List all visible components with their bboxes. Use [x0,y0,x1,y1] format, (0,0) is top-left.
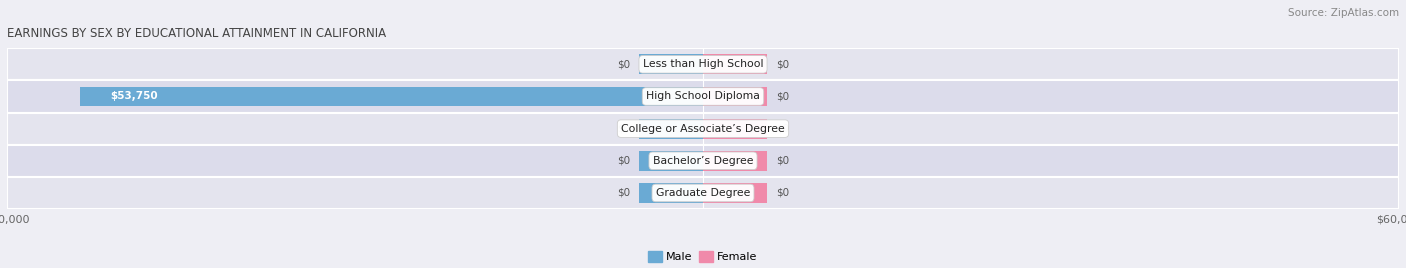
Bar [703,119,766,139]
Text: $0: $0 [776,59,789,69]
Text: $0: $0 [617,59,630,69]
Bar [703,151,766,171]
Bar [7,113,1399,145]
Bar [640,151,703,171]
Bar [703,183,766,203]
Text: $0: $0 [617,156,630,166]
Text: College or Associate’s Degree: College or Associate’s Degree [621,124,785,134]
Bar [80,87,703,106]
Text: Less than High School: Less than High School [643,59,763,69]
Bar [7,48,1399,80]
Text: High School Diploma: High School Diploma [647,91,759,102]
Bar [7,80,1399,113]
Bar [703,87,766,106]
Text: $0: $0 [617,124,630,134]
Text: Graduate Degree: Graduate Degree [655,188,751,198]
Bar [7,145,1399,177]
Text: $0: $0 [776,156,789,166]
Text: Bachelor’s Degree: Bachelor’s Degree [652,156,754,166]
Text: $0: $0 [776,91,789,102]
Text: EARNINGS BY SEX BY EDUCATIONAL ATTAINMENT IN CALIFORNIA: EARNINGS BY SEX BY EDUCATIONAL ATTAINMEN… [7,27,387,40]
Bar [7,177,1399,209]
Text: $53,750: $53,750 [111,91,159,102]
Bar [640,54,703,74]
Bar [640,119,703,139]
Bar [640,183,703,203]
Text: $0: $0 [776,124,789,134]
Text: $0: $0 [617,188,630,198]
Text: $0: $0 [776,188,789,198]
Legend: Male, Female: Male, Female [647,249,759,265]
Bar [703,54,766,74]
Text: Source: ZipAtlas.com: Source: ZipAtlas.com [1288,8,1399,18]
